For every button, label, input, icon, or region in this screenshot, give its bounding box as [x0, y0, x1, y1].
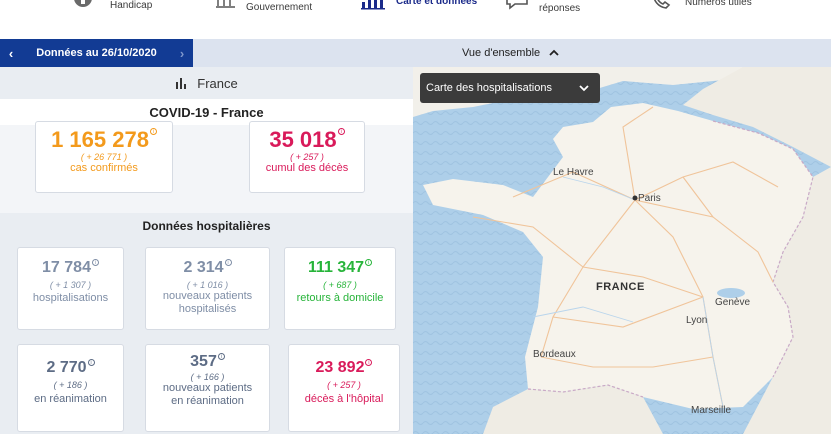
map-canvas [413, 67, 831, 434]
chevron-up-icon [549, 49, 559, 56]
hospitalisations-card: 17 784 i ( + 1 307 ) hospitalisations [17, 247, 124, 330]
card-value: 17 784 i [18, 259, 123, 277]
hospital-section-title: Données hospitalières [142, 219, 271, 233]
card-delta: ( + 1 016 ) [186, 280, 229, 290]
card-delta: ( + 166 ) [190, 372, 225, 382]
summary-area: 1 165 278 i ( + 26 771 ) cas confirmés 35… [0, 121, 413, 213]
city-label-bordeaux: Bordeaux [533, 349, 576, 360]
card-label: cumul des décès [265, 162, 349, 174]
returns-home-card: 111 347 i ( + 687 ) retours à domicile [284, 247, 396, 330]
bar-chart-icon [361, 0, 385, 10]
spain-landmass [483, 385, 663, 434]
border-line [712, 120, 814, 378]
chat-icon [506, 0, 528, 10]
city-label-marseille: Marseille [691, 405, 732, 416]
city-label-le-havre: Le Havre [553, 167, 594, 178]
river-network [532, 176, 724, 408]
info-icon[interactable]: i [224, 259, 232, 266]
nav-label: Numéros utiles [685, 0, 752, 8]
chevron-down-icon [579, 85, 589, 92]
new-hospitalised-card: 2 314 i ( + 1 016 ) nouveaux patients hos… [145, 247, 270, 330]
eastern-landmass [743, 167, 831, 434]
nav-label: Carte et données [396, 0, 478, 7]
card-value: 2 314 i [146, 259, 269, 277]
nav-label: réponses [539, 3, 581, 14]
card-label: hospitalisations [32, 292, 109, 304]
info-icon[interactable]: i [149, 128, 157, 135]
info-icon[interactable]: i [87, 359, 95, 366]
nav-label: Gouvernement [246, 2, 313, 13]
deaths-card: 35 018 i ( + 257 ) cumul des décès [249, 121, 365, 193]
nav-item-carte-donnees[interactable]: Carte et données [360, 0, 480, 39]
panel-title: COVID-19 - France [0, 99, 413, 125]
phone-icon [654, 0, 671, 9]
overview-toggle[interactable]: Vue d'ensemble [462, 39, 560, 67]
bar-chart-icon [176, 78, 187, 89]
country-map-label: FRANCE [596, 281, 645, 293]
card-label: en réanimation [34, 393, 107, 405]
info-icon[interactable]: i [365, 359, 373, 366]
nav-item-numeros-utiles[interactable]: Numéros utiles [650, 0, 760, 39]
card-value: 23 892 i [289, 359, 399, 377]
france-landmass [423, 103, 813, 409]
overview-label: Vue d'ensemble [462, 47, 541, 59]
country-selector[interactable]: France [0, 67, 413, 99]
card-label: cas confirmés [70, 162, 138, 174]
date-bar: ‹ Données au 26/10/2020 › Vue d'ensemble [0, 39, 831, 67]
hospital-data-area: Données hospitalières 17 784 i ( + 1 307 … [0, 213, 413, 434]
card-value: 2 770 i [18, 359, 123, 377]
card-value: 111 347 i [285, 259, 395, 277]
lake-geneva [717, 288, 745, 298]
card-delta: ( + 257 ) [290, 152, 324, 162]
card-delta: ( + 687 ) [323, 280, 357, 290]
map-type-selector[interactable]: Carte des hospitalisations [420, 73, 600, 103]
card-delta: ( + 257 ) [327, 380, 361, 390]
icu-card: 2 770 i ( + 186 ) en réanimation [17, 344, 124, 432]
border-line [527, 384, 644, 398]
info-icon[interactable]: i [217, 353, 225, 360]
city-label-paris: Paris [638, 193, 661, 204]
info-icon[interactable]: i [91, 259, 99, 266]
card-label: décès à l'hôpital [304, 393, 384, 405]
nav-item-gouvernement[interactable]: Gouvernement [215, 0, 325, 39]
city-label-geneve: Genève [715, 297, 751, 308]
nav-label: Handicap [110, 0, 153, 11]
info-icon[interactable]: i [365, 259, 373, 266]
country-label: France [197, 75, 238, 91]
chevron-right-icon[interactable]: › [179, 45, 185, 61]
card-delta: ( + 1 307 ) [49, 280, 92, 290]
stats-panel: France COVID-19 - France 1 165 278 i ( + … [0, 67, 413, 434]
top-navigation: Handicap Gouvernement Carte et données r… [0, 0, 831, 39]
paris-marker [632, 195, 638, 201]
northern-landmass [683, 67, 831, 167]
card-delta: ( + 26 771 ) [80, 152, 128, 162]
hospital-deaths-card: 23 892 i ( + 257 ) décès à l'hôpital [288, 344, 400, 432]
nav-item-handicap[interactable]: Handicap [70, 0, 170, 39]
nav-item-reponses[interactable]: réponses [505, 0, 615, 39]
hospitalisation-map[interactable]: Le Havre Paris FRANCE Genève Lyon Bordea… [413, 67, 831, 434]
card-value: 1 165 278 i [36, 128, 172, 152]
info-icon[interactable]: i [337, 128, 345, 135]
building-icon [216, 0, 235, 8]
date-label: Données au 26/10/2020 [36, 47, 157, 59]
card-label: retours à domicile [296, 292, 384, 304]
accessibility-icon [74, 0, 92, 7]
chevron-left-icon[interactable]: ‹ [8, 45, 14, 61]
card-value: 35 018 i [250, 128, 364, 152]
date-selector: ‹ Données au 26/10/2020 › [0, 39, 193, 67]
new-icu-card: 357 i ( + 166 ) nouveaux patients en réan… [145, 344, 270, 432]
card-label: nouveaux patients en réanimation [162, 382, 253, 407]
map-type-label: Carte des hospitalisations [426, 82, 552, 94]
card-value: 357 i [146, 353, 269, 371]
card-delta: ( + 186 ) [53, 380, 88, 390]
city-label-lyon: Lyon [686, 315, 708, 326]
confirmed-cases-card: 1 165 278 i ( + 26 771 ) cas confirmés [35, 121, 173, 193]
card-label: nouveaux patients hospitalisés [162, 290, 253, 315]
